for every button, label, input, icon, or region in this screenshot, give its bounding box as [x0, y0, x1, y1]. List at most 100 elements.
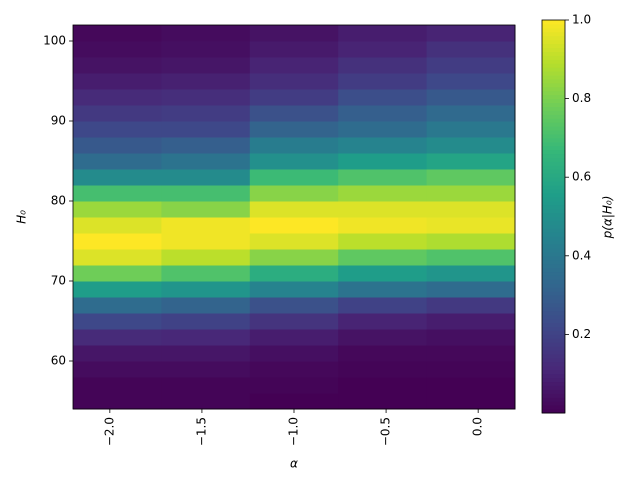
heatmap-cell	[338, 345, 428, 362]
y-tick-label: 80	[51, 194, 66, 208]
colorbar-segment	[542, 130, 565, 135]
colorbar-tick-label: 1.0	[572, 13, 591, 27]
colorbar-segment	[542, 114, 565, 119]
colorbar-segment	[542, 208, 565, 214]
heatmap-cell	[73, 105, 162, 122]
heatmap-cell	[249, 153, 339, 170]
colorbar-segment	[542, 251, 565, 257]
heatmap-cell	[73, 73, 162, 90]
colorbar-segment	[542, 369, 565, 375]
colorbar-segment	[542, 283, 565, 288]
colorbar-segment	[542, 39, 565, 45]
heatmap-cell	[426, 73, 516, 90]
colorbar-segment	[542, 381, 565, 386]
heatmap-cell	[338, 25, 428, 42]
heatmap-cell	[338, 249, 428, 266]
colorbar-segment	[542, 357, 565, 363]
heatmap-cell	[161, 217, 251, 234]
y-axis-label: H₀	[15, 210, 29, 224]
colorbar-segment	[542, 204, 565, 210]
heatmap-cell	[338, 73, 428, 90]
heatmap-cell	[161, 297, 251, 314]
heatmap-cell	[161, 377, 251, 394]
heatmap-cell	[73, 169, 162, 186]
heatmap-cell	[73, 281, 162, 298]
colorbar-segment	[542, 82, 565, 88]
colorbar-segment	[542, 188, 565, 194]
colorbar-tick-label: 0.6	[572, 170, 591, 184]
heatmap-cell	[249, 137, 339, 154]
heatmap-cell	[161, 345, 251, 362]
colorbar-segment	[542, 259, 565, 265]
colorbar-segment	[542, 287, 565, 292]
heatmap-cell	[161, 73, 251, 90]
colorbar-segment	[542, 78, 565, 84]
heatmap-cell	[73, 41, 162, 58]
colorbar-segment	[542, 393, 565, 398]
colorbar-segment	[542, 291, 565, 296]
colorbar-tick-label: 0.4	[572, 248, 591, 262]
heatmap-cell	[426, 281, 516, 298]
colorbar-segment	[542, 106, 565, 111]
colorbar-segment	[542, 326, 565, 331]
heatmap-cell	[161, 313, 251, 330]
heatmap-cell	[426, 137, 516, 154]
heatmap-cell	[249, 73, 339, 90]
colorbar-segment	[542, 216, 565, 221]
colorbar-segment	[542, 126, 565, 131]
heatmap-cell	[161, 201, 251, 218]
heatmap-cell	[249, 201, 339, 218]
heatmap-cell	[426, 329, 516, 346]
colorbar-segment	[542, 405, 565, 410]
heatmap-cell	[426, 169, 516, 186]
heatmap-cell	[73, 313, 162, 330]
colorbar-segment	[542, 177, 565, 182]
heatmap-cell	[338, 57, 428, 74]
heatmap-cell	[249, 89, 339, 106]
colorbar-segment	[542, 102, 565, 107]
heatmap-cell	[161, 233, 251, 250]
heatmap-cell	[338, 41, 428, 58]
colorbar-segment	[542, 267, 565, 273]
colorbar-segment	[542, 165, 565, 170]
heatmap-cell	[73, 137, 162, 154]
colorbar-segment	[542, 145, 565, 151]
colorbar-segment	[542, 71, 565, 76]
colorbar-segment	[542, 232, 565, 237]
heatmap-cell	[161, 169, 251, 186]
colorbar-segment	[542, 169, 565, 174]
heatmap-cell	[426, 297, 516, 314]
heatmap-cell	[161, 393, 251, 410]
heatmap-cell	[249, 345, 339, 362]
colorbar-segment	[542, 133, 565, 139]
colorbar-segment	[542, 255, 565, 261]
heatmap-cell	[249, 361, 339, 378]
colorbar-segment	[542, 342, 565, 347]
heatmap-cell	[73, 329, 162, 346]
colorbar-segment	[542, 314, 565, 320]
heatmap-cell	[161, 361, 251, 378]
heatmap-cell	[249, 121, 339, 138]
heatmap-cell	[73, 89, 162, 106]
heatmap-cell	[338, 105, 428, 122]
colorbar-segment	[542, 275, 565, 280]
colorbar-segment	[542, 346, 565, 351]
colorbar-tick-label: 0.2	[572, 327, 591, 341]
colorbar-segment	[542, 295, 565, 300]
heatmap-cell	[426, 57, 516, 74]
heatmap-cell	[161, 105, 251, 122]
colorbar-segment	[542, 153, 565, 159]
heatmap-cell	[426, 121, 516, 138]
colorbar-segment	[542, 228, 565, 233]
heatmap-cell	[426, 201, 516, 218]
colorbar-segment	[542, 67, 565, 72]
heatmap-cell	[161, 89, 251, 106]
colorbar-segment	[542, 94, 565, 100]
colorbar-segment	[542, 181, 565, 186]
colorbar-segment	[542, 334, 565, 339]
colorbar-segment	[542, 279, 565, 284]
y-tick-label: 100	[43, 34, 66, 48]
colorbar-segment	[542, 98, 565, 104]
heatmap-cell	[338, 393, 428, 410]
